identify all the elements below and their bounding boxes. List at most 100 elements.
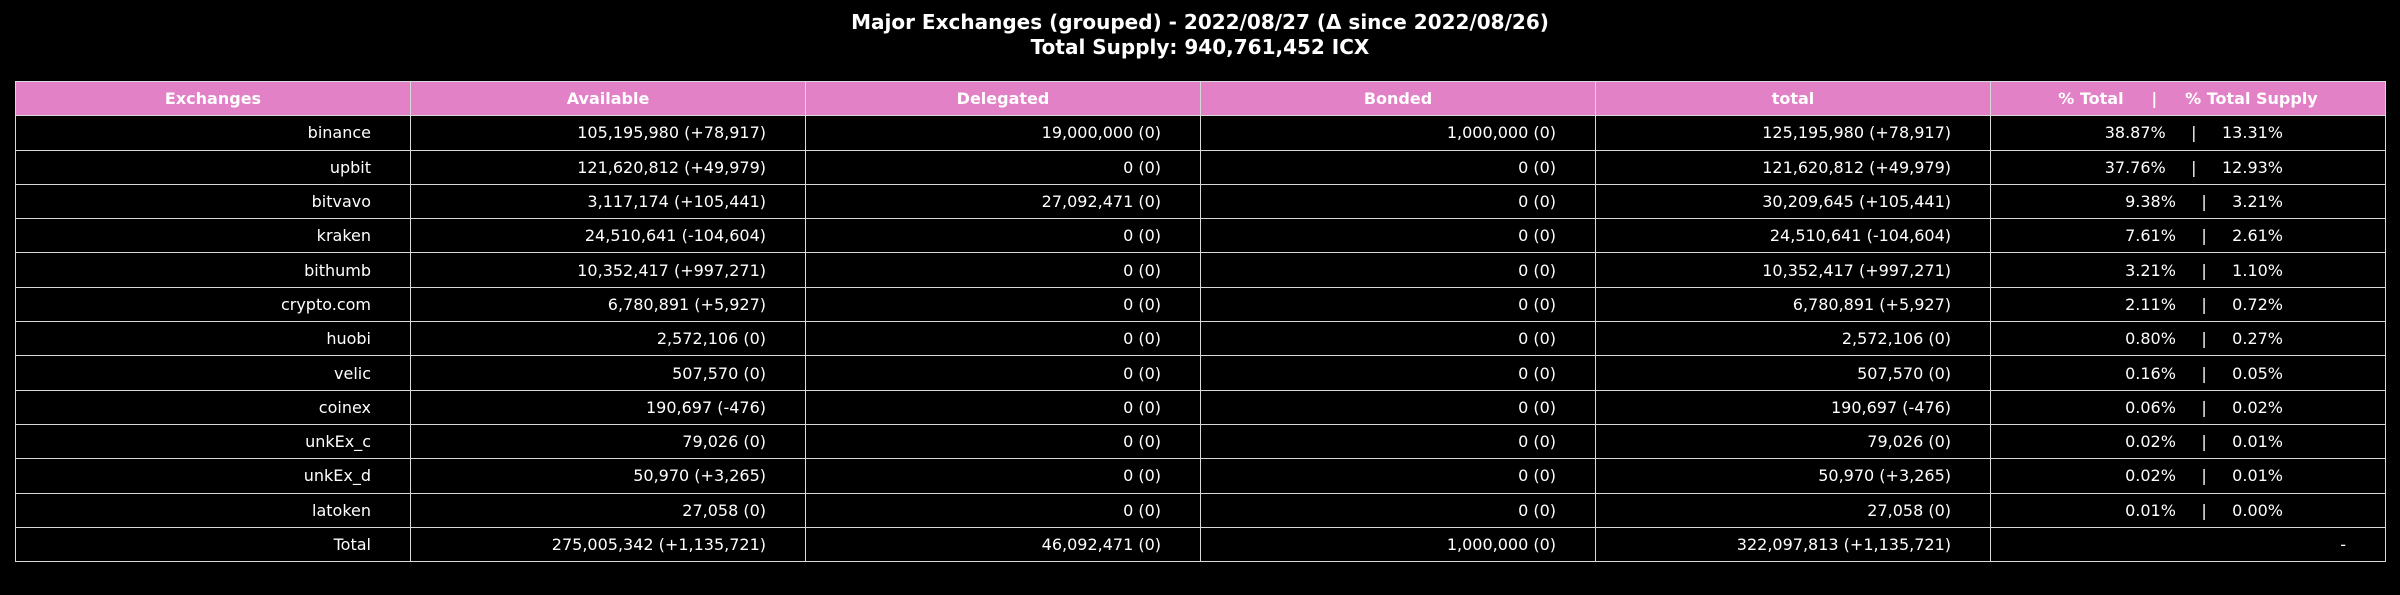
table-body: binance 105,195,980 (+78,917) 19,000,000 (…	[15, 115, 2386, 563]
table-cell: Total	[15, 526, 411, 563]
table-cell: upbit	[15, 149, 411, 185]
table-row: upbit 121,620,812 (+49,979) 0 (0) 0 (0) 121,…	[15, 149, 2386, 185]
table-cell: 2.11% | 0.72%	[1990, 286, 2386, 323]
table-cell: 1,000,000 (0)	[1200, 526, 1596, 563]
table-cell: 0 (0)	[1200, 492, 1596, 528]
table-cell: 0 (0)	[805, 149, 1201, 185]
table-cell: 0.02% | 0.01%	[1990, 458, 2386, 494]
table-cell: 275,005,342 (+1,135,721)	[410, 526, 806, 563]
table-cell: velic	[15, 355, 411, 391]
table-cell: 507,570 (0)	[410, 355, 806, 391]
table-cell: 1,000,000 (0)	[1200, 115, 1596, 151]
table-cell: 322,097,813 (+1,135,721)	[1595, 526, 1991, 563]
table-cell: 6,780,891 (+5,927)	[1595, 286, 1991, 323]
table-cell: coinex	[15, 389, 411, 425]
table-cell: 0 (0)	[805, 423, 1201, 460]
table-cell: 24,510,641 (-104,604)	[1595, 218, 1991, 254]
title-line-2: Total Supply: 940,761,452 ICX	[1030, 35, 1370, 59]
table-cell: 507,570 (0)	[1595, 355, 1991, 391]
table-cell: 0 (0)	[805, 321, 1201, 357]
table-cell: 3,117,174 (+105,441)	[410, 183, 806, 220]
table-cell: bitvavo	[15, 183, 411, 220]
table-cell: bithumb	[15, 252, 411, 288]
column-header: Exchanges	[15, 80, 411, 117]
table-cell: 27,058 (0)	[1595, 492, 1991, 528]
table-cell: 3.21% | 1.10%	[1990, 252, 2386, 288]
table-cell: latoken	[15, 492, 411, 528]
table-cell: 0.06% | 0.02%	[1990, 389, 2386, 425]
table-row: crypto.com 6,780,891 (+5,927) 0 (0) 0 (0) 6,…	[15, 286, 2386, 323]
column-header: Bonded	[1200, 80, 1596, 117]
table-row: unkEx_d 50,970 (+3,265) 0 (0) 0 (0) 50,970 (…	[15, 458, 2386, 494]
table-cell: huobi	[15, 321, 411, 357]
table-cell: 30,209,645 (+105,441)	[1595, 183, 1991, 220]
table-cell: 24,510,641 (-104,604)	[410, 218, 806, 254]
table-cell: 27,058 (0)	[410, 492, 806, 528]
table-cell: 0.01% | 0.00%	[1990, 492, 2386, 528]
table-cell: 10,352,417 (+997,271)	[1595, 252, 1991, 288]
table-cell: 121,620,812 (+49,979)	[410, 149, 806, 185]
table-cell: 0 (0)	[805, 492, 1201, 528]
table-cell: 9.38% | 3.21%	[1990, 183, 2386, 220]
table-row: latoken 27,058 (0) 0 (0) 0 (0) 27,058 (0) 0.0…	[15, 492, 2386, 528]
table-cell: 46,092,471 (0)	[805, 526, 1201, 563]
table-cell: 79,026 (0)	[1595, 423, 1991, 460]
table-cell: 10,352,417 (+997,271)	[410, 252, 806, 288]
table-cell: 6,780,891 (+5,927)	[410, 286, 806, 323]
table-cell: 0 (0)	[1200, 252, 1596, 288]
table-cell: 121,620,812 (+49,979)	[1595, 149, 1991, 185]
table-cell: 0 (0)	[1200, 149, 1596, 185]
table-cell: 19,000,000 (0)	[805, 115, 1201, 151]
table-cell: 0.16% | 0.05%	[1990, 355, 2386, 391]
table-cell: unkEx_d	[15, 458, 411, 494]
table-cell: 0 (0)	[805, 458, 1201, 494]
column-header: total	[1595, 80, 1991, 117]
table-cell: 38.87% | 13.31%	[1990, 115, 2386, 151]
table-cell: 0 (0)	[805, 355, 1201, 391]
table-row: coinex 190,697 (-476) 0 (0) 0 (0) 190,697 (-…	[15, 389, 2386, 425]
table-cell: 0 (0)	[1200, 423, 1596, 460]
table-row: kraken 24,510,641 (-104,604) 0 (0) 0 (0) 24,…	[15, 218, 2386, 254]
table-cell: 2,572,106 (0)	[410, 321, 806, 357]
table-cell: 0 (0)	[1200, 355, 1596, 391]
table-row: Total 275,005,342 (+1,135,721) 46,092,471 …	[15, 526, 2386, 563]
table-row: velic 507,570 (0) 0 (0) 0 (0) 507,570 (0) 0.1…	[15, 355, 2386, 391]
table-cell: 0 (0)	[805, 252, 1201, 288]
table-cell: 0 (0)	[1200, 218, 1596, 254]
table-cell: 0 (0)	[1200, 458, 1596, 494]
table-cell: 0 (0)	[1200, 183, 1596, 220]
table-cell: 125,195,980 (+78,917)	[1595, 115, 1991, 151]
table-cell: 0 (0)	[1200, 321, 1596, 357]
table-cell: 0 (0)	[805, 218, 1201, 254]
table-cell: 0.02% | 0.01%	[1990, 423, 2386, 460]
table-row: unkEx_c 79,026 (0) 0 (0) 0 (0) 79,026 (0) 0.0…	[15, 423, 2386, 460]
table-cell: 37.76% | 12.93%	[1990, 149, 2386, 185]
table-cell: kraken	[15, 218, 411, 254]
table-cell: 0 (0)	[805, 389, 1201, 425]
table-cell: 190,697 (-476)	[1595, 389, 1991, 425]
table-row: bithumb 10,352,417 (+997,271) 0 (0) 0 (0) 10…	[15, 252, 2386, 288]
title-line-1: Major Exchanges (grouped) - 2022/08/27 (…	[851, 10, 1549, 34]
column-header: Available	[410, 80, 806, 117]
header-row: Exchanges Available Delegated Bonded total% …	[15, 80, 2386, 117]
table-cell: 0.80% | 0.27%	[1990, 321, 2386, 357]
table-cell: 190,697 (-476)	[410, 389, 806, 425]
table-cell: 2,572,106 (0)	[1595, 321, 1991, 357]
table-cell: 50,970 (+3,265)	[410, 458, 806, 494]
table-cell: crypto.com	[15, 286, 411, 323]
column-header: % Total | % Total Supply	[1990, 80, 2386, 117]
table-cell: 105,195,980 (+78,917)	[410, 115, 806, 151]
table-cell: 7.61% | 2.61%	[1990, 218, 2386, 254]
table-cell: 0 (0)	[805, 286, 1201, 323]
table-cell: -	[1990, 526, 2386, 563]
table-cell: 79,026 (0)	[410, 423, 806, 460]
table-row: huobi 2,572,106 (0) 0 (0) 0 (0) 2,572,106 (0…	[15, 321, 2386, 357]
table-cell: binance	[15, 115, 411, 151]
table-cell: 50,970 (+3,265)	[1595, 458, 1991, 494]
table-cell: 27,092,471 (0)	[805, 183, 1201, 220]
column-header: Delegated	[805, 80, 1201, 117]
chart-title: Major Exchanges (grouped) - 2022/08/27 (…	[0, 10, 2400, 60]
table-row: binance 105,195,980 (+78,917) 19,000,000 (…	[15, 115, 2386, 151]
table-cell: 0 (0)	[1200, 286, 1596, 323]
table-row: bitvavo 3,117,174 (+105,441) 27,092,471 (0…	[15, 183, 2386, 220]
